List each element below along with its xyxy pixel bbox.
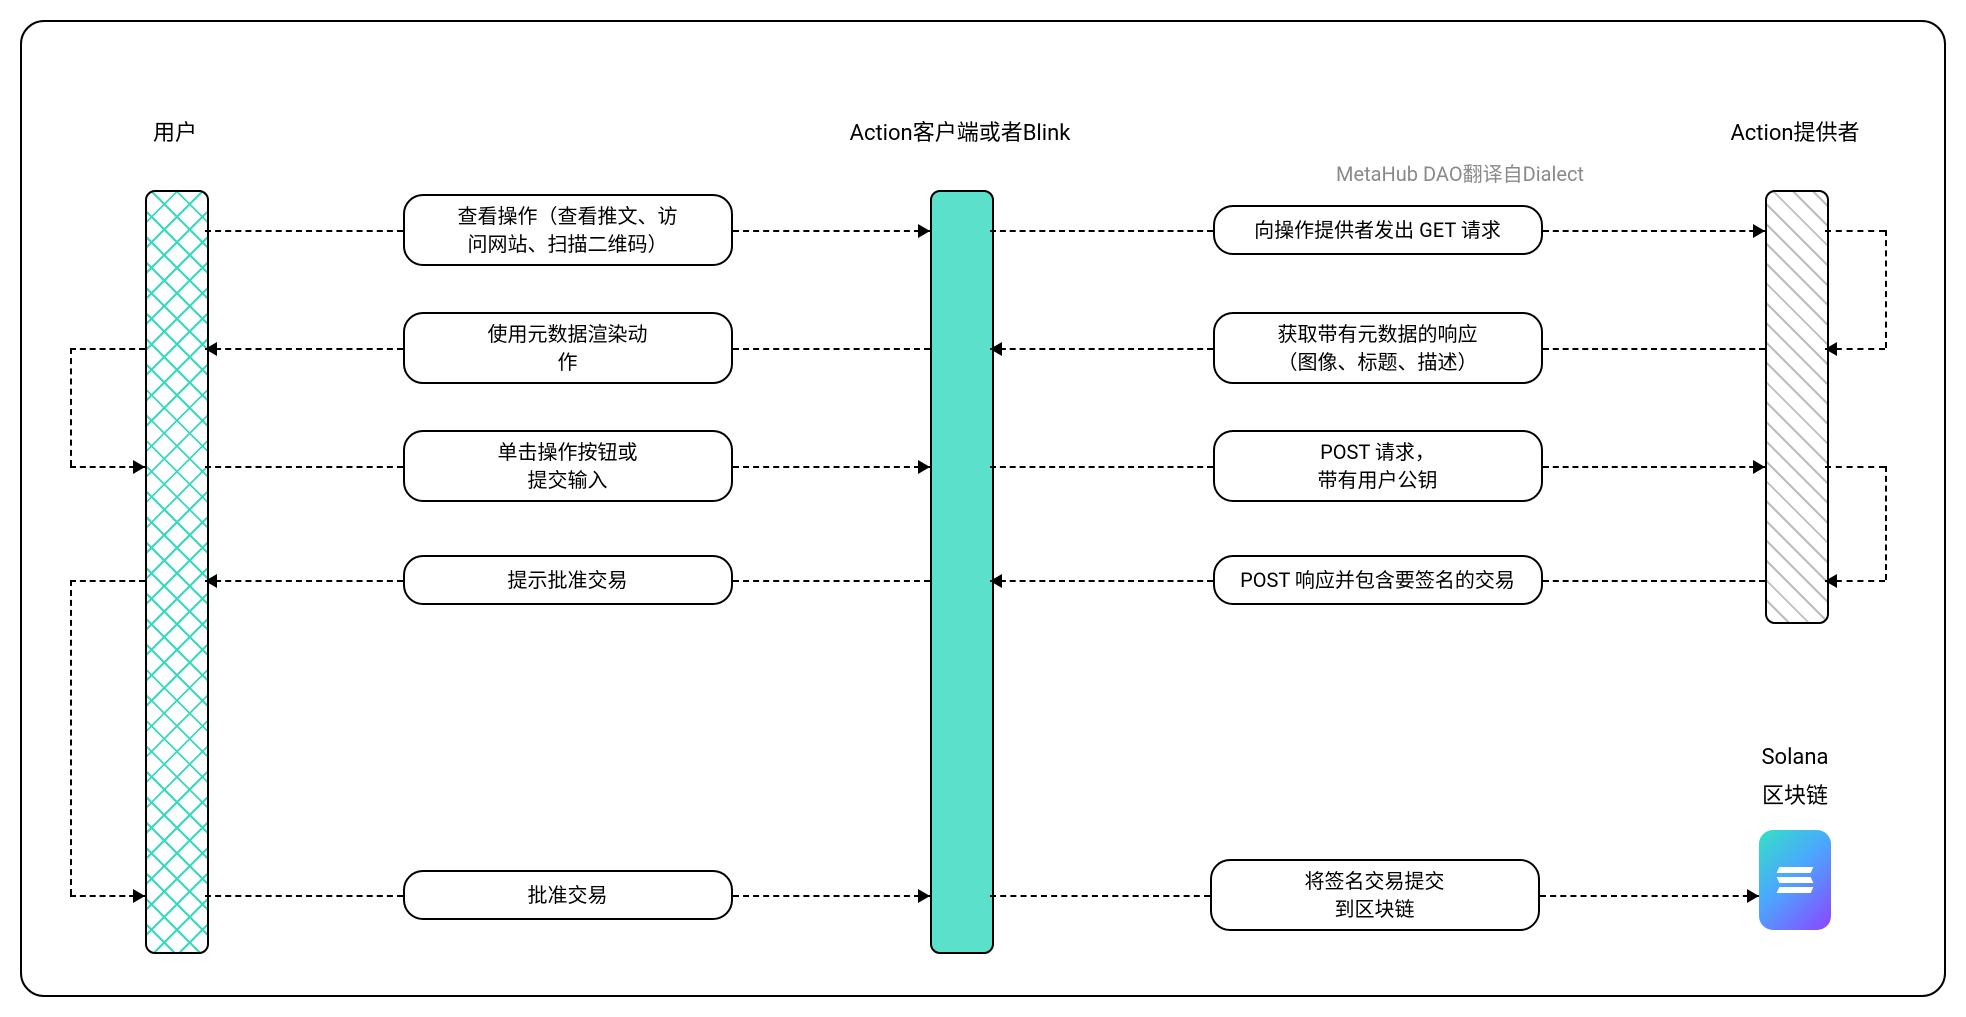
flow-arrow-segment — [733, 348, 931, 350]
message-line2: 作 — [558, 348, 578, 376]
flow-arrow-head — [1825, 342, 1837, 356]
message-box: 向操作提供者发出 GET 请求 — [1213, 205, 1543, 255]
loop-segment — [70, 348, 145, 350]
message-line2: 带有用户公钥 — [1318, 466, 1438, 494]
flow-arrow-segment — [1543, 230, 1766, 232]
flow-arrow-segment — [205, 466, 403, 468]
solana-icon — [1778, 867, 1812, 893]
message-box: 单击操作按钮或提交输入 — [403, 430, 733, 502]
flow-arrow-segment — [1540, 895, 1760, 897]
solana-title-2: 区块链 — [1762, 778, 1828, 810]
message-box: 批准交易 — [403, 870, 733, 920]
solana-title-1: Solana — [1761, 745, 1828, 770]
flow-arrow-segment — [205, 895, 403, 897]
flow-arrow-head — [918, 889, 930, 903]
flow-arrow-segment — [205, 348, 403, 350]
flow-arrow-head — [1825, 574, 1837, 588]
message-line1: 提示批准交易 — [508, 566, 628, 594]
loop-segment — [1885, 230, 1887, 348]
flow-arrow-segment — [733, 895, 931, 897]
message-line2: 到区块链 — [1335, 895, 1415, 923]
flow-arrow-segment — [205, 580, 403, 582]
flow-arrow-head — [1753, 460, 1765, 474]
pillar-client — [930, 190, 994, 954]
flow-arrow-segment — [733, 466, 931, 468]
flow-arrow-segment — [990, 580, 1213, 582]
loop-segment — [70, 348, 72, 466]
message-box: 使用元数据渲染动作 — [403, 312, 733, 384]
flow-arrow-segment — [1543, 580, 1766, 582]
message-line2: （图像、标题、描述） — [1278, 348, 1478, 376]
message-box: 提示批准交易 — [403, 555, 733, 605]
lane-label-user: 用户 — [153, 115, 197, 147]
loop-segment — [70, 580, 145, 582]
loop-segment — [1825, 230, 1885, 232]
attribution-label: MetaHub DAO翻译自Dialect — [1336, 158, 1584, 187]
message-line2: 问网站、扫描二维码） — [468, 230, 668, 258]
solana-node — [1759, 830, 1831, 930]
flow-arrow-segment — [990, 466, 1213, 468]
message-line1: 使用元数据渲染动 — [488, 320, 648, 348]
loop-segment — [1885, 466, 1887, 580]
flow-arrow-head — [205, 342, 217, 356]
flow-arrow-segment — [1543, 466, 1766, 468]
flow-arrow-head — [133, 460, 145, 474]
lane-label-provider: Action提供者 — [1730, 115, 1859, 147]
flow-arrow-head — [990, 342, 1002, 356]
message-box: 获取带有元数据的响应（图像、标题、描述） — [1213, 312, 1543, 384]
flow-arrow-segment — [205, 230, 403, 232]
loop-segment — [1825, 466, 1885, 468]
pillar-provider — [1765, 190, 1829, 624]
flow-arrow-head — [205, 574, 217, 588]
message-line1: POST 响应并包含要签名的交易 — [1240, 566, 1515, 594]
message-line1: 批准交易 — [528, 881, 608, 909]
lane-label-client: Action客户端或者Blink — [850, 115, 1071, 147]
flow-arrow-head — [990, 574, 1002, 588]
flow-arrow-segment — [990, 230, 1213, 232]
flow-arrow-head — [918, 224, 930, 238]
message-box: 查看操作（查看推文、访问网站、扫描二维码） — [403, 194, 733, 266]
message-line1: 获取带有元数据的响应 — [1278, 320, 1478, 348]
flow-arrow-segment — [1543, 348, 1766, 350]
flow-arrow-segment — [990, 348, 1213, 350]
message-line1: 单击操作按钮或 — [498, 438, 638, 466]
flow-arrow-segment — [733, 580, 931, 582]
message-box: 将签名交易提交到区块链 — [1210, 859, 1540, 931]
message-line1: 向操作提供者发出 GET 请求 — [1254, 216, 1501, 244]
message-box: POST 请求，带有用户公钥 — [1213, 430, 1543, 502]
flow-arrow-head — [133, 889, 145, 903]
message-line1: POST 请求， — [1320, 438, 1435, 466]
flow-arrow-head — [1747, 889, 1759, 903]
loop-segment — [70, 580, 72, 895]
message-box: POST 响应并包含要签名的交易 — [1213, 555, 1543, 605]
flow-arrow-head — [1753, 224, 1765, 238]
message-line2: 提交输入 — [528, 466, 608, 494]
pillar-user — [145, 190, 209, 954]
message-line1: 将签名交易提交 — [1305, 867, 1445, 895]
message-line1: 查看操作（查看推文、访 — [458, 202, 678, 230]
flow-arrow-head — [918, 460, 930, 474]
flow-arrow-segment — [990, 895, 1210, 897]
flow-arrow-segment — [733, 230, 931, 232]
diagram-frame: 用户 Action客户端或者Blink Action提供者 MetaHub DA… — [0, 0, 1966, 1017]
